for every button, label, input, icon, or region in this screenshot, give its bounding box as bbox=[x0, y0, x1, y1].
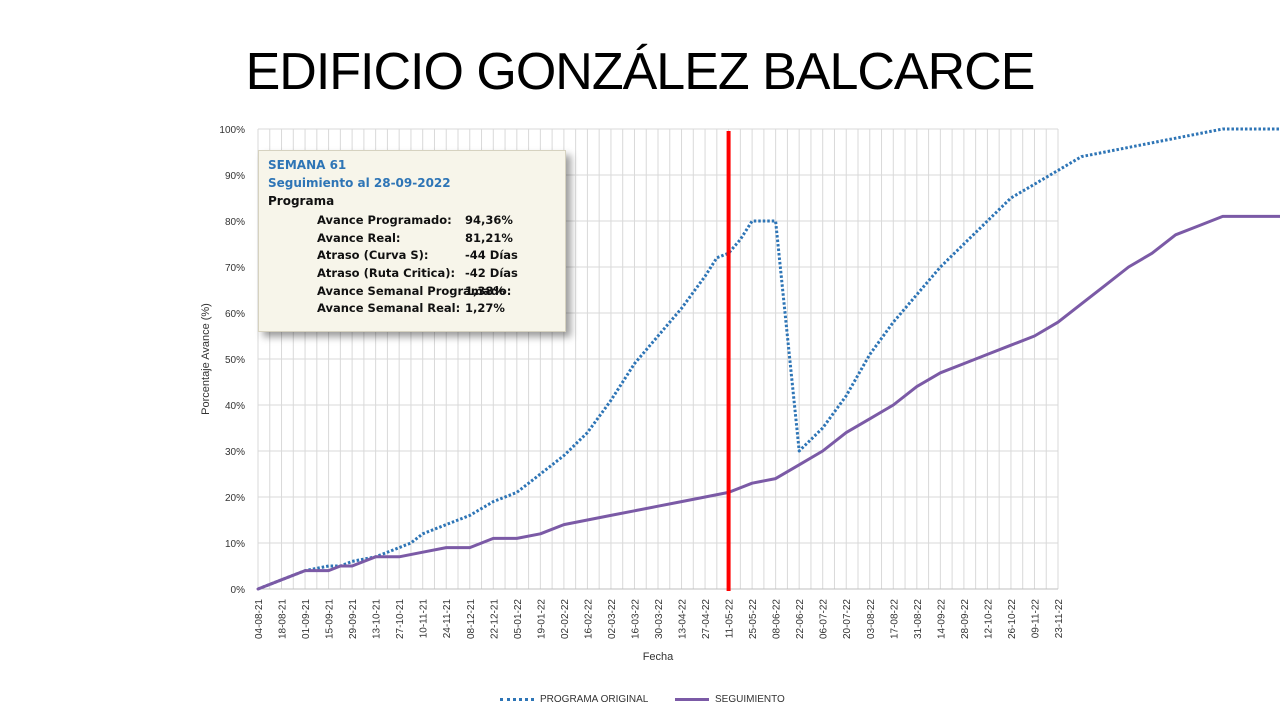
x-tick-label: 27-10-21 bbox=[395, 599, 406, 639]
legend-swatch-solid bbox=[675, 698, 709, 701]
x-tick-label: 27-04-22 bbox=[701, 599, 712, 639]
x-tick-label: 05-01-22 bbox=[513, 599, 524, 639]
x-tick-label: 25-05-22 bbox=[748, 599, 759, 639]
x-tick-label: 22-06-22 bbox=[795, 599, 806, 639]
x-tick-label: 16-03-22 bbox=[630, 599, 641, 639]
x-tick-label: 14-09-22 bbox=[936, 599, 947, 639]
legend-item-seguimiento: SEGUIMIENTO bbox=[675, 694, 785, 705]
x-tick-label: 16-02-22 bbox=[583, 599, 594, 639]
legend-item-programa: PROGRAMA ORIGINAL bbox=[500, 694, 648, 705]
x-tick-label: 02-03-22 bbox=[607, 599, 618, 639]
x-tick-label: 30-03-22 bbox=[654, 599, 665, 639]
info-value: -42 Días bbox=[465, 265, 518, 280]
x-tick-label: 31-08-22 bbox=[913, 599, 924, 639]
x-tick-label: 18-08-21 bbox=[278, 599, 289, 639]
info-label: Avance Semanal Programado: bbox=[317, 283, 512, 298]
info-label: Avance Semanal Real: bbox=[317, 301, 461, 316]
info-label: Avance Real: bbox=[317, 230, 401, 245]
x-tick-label: 13-10-21 bbox=[372, 599, 383, 639]
x-tick-label: 22-12-21 bbox=[489, 599, 500, 639]
y-tick-label: 20% bbox=[225, 493, 245, 504]
info-value: 1,27% bbox=[465, 301, 505, 316]
x-tick-label: 26-10-22 bbox=[1007, 599, 1018, 639]
info-value: 81,21% bbox=[465, 230, 513, 245]
x-tick-label: 01-09-21 bbox=[301, 599, 312, 639]
x-tick-label: 29-09-21 bbox=[348, 599, 359, 639]
chart-series bbox=[256, 127, 1280, 591]
info-row: Atraso (Curva S): -44 Días bbox=[268, 246, 556, 264]
x-tick-label: 08-06-22 bbox=[772, 599, 783, 639]
tracking-date: Seguimiento al 28-09-2022 bbox=[268, 176, 451, 190]
status-info-box: SEMANA 61 Seguimiento al 28-09-2022 Prog… bbox=[258, 150, 566, 332]
slide-title: EDIFICIO GONZÁLEZ BALCARCE bbox=[245, 43, 1036, 101]
info-row: Avance Semanal Real: 1,27% bbox=[268, 299, 556, 317]
x-tick-label: 12-10-22 bbox=[983, 599, 994, 639]
x-tick-label: 20-07-22 bbox=[842, 599, 853, 639]
info-value: 1,38% bbox=[465, 283, 505, 298]
info-value: 94,36% bbox=[465, 212, 513, 227]
y-tick-label: 10% bbox=[225, 539, 245, 550]
x-tick-label: 02-02-22 bbox=[560, 599, 571, 639]
chart-legend: PROGRAMA ORIGINAL SEGUIMIENTO bbox=[0, 694, 1280, 708]
y-tick-label: 60% bbox=[225, 309, 245, 320]
x-tick-label: 24-11-21 bbox=[442, 599, 453, 639]
y-tick-label: 100% bbox=[219, 125, 245, 136]
y-tick-label: 0% bbox=[231, 585, 246, 596]
x-tick-label: 28-09-22 bbox=[960, 599, 971, 639]
legend-label: SEGUIMIENTO bbox=[715, 694, 785, 705]
info-row: Avance Programado: 94,36% bbox=[268, 211, 556, 229]
y-axis-title: Porcentaje Avance (%) bbox=[200, 303, 212, 415]
section-heading: Programa bbox=[268, 194, 335, 208]
x-tick-label: 08-12-21 bbox=[466, 599, 477, 639]
x-tick-label: 19-01-22 bbox=[536, 599, 547, 639]
series-line-programa-original bbox=[257, 127, 1280, 591]
x-axis-title: Fecha bbox=[643, 651, 674, 663]
y-tick-label: 80% bbox=[225, 217, 245, 228]
legend-swatch-dotted bbox=[500, 698, 534, 701]
y-tick-label: 40% bbox=[225, 401, 245, 412]
y-tick-label: 30% bbox=[225, 447, 245, 458]
x-tick-label: 06-07-22 bbox=[819, 599, 830, 639]
legend-label: PROGRAMA ORIGINAL bbox=[540, 694, 649, 705]
info-row: Avance Semanal Programado: 1,38% bbox=[268, 282, 556, 300]
week-number: SEMANA 61 bbox=[268, 158, 347, 172]
info-label: Avance Programado: bbox=[317, 212, 452, 227]
x-tick-label: 13-04-22 bbox=[678, 599, 689, 639]
x-tick-label: 10-11-21 bbox=[419, 599, 430, 639]
x-tick-label: 11-05-22 bbox=[725, 599, 736, 639]
x-tick-label: 04-08-21 bbox=[254, 599, 265, 639]
info-row: Atraso (Ruta Critica): -42 Días bbox=[268, 264, 556, 282]
x-tick-label: 03-08-22 bbox=[866, 599, 877, 639]
chart-axes: 0% 10% 20% 30% 40% 50% 60% 70% 80% 90% 100% 04-08-2… bbox=[219, 125, 1065, 639]
info-row: Avance Real: 81,21% bbox=[268, 229, 556, 247]
series-line-seguimiento bbox=[256, 214, 1280, 591]
y-tick-label: 90% bbox=[225, 171, 245, 182]
y-tick-label: 70% bbox=[225, 263, 245, 274]
info-label: Atraso (Curva S): bbox=[317, 248, 429, 263]
x-tick-label: 23-11-22 bbox=[1054, 599, 1065, 639]
x-tick-label: 09-11-22 bbox=[1030, 599, 1041, 639]
y-tick-label: 50% bbox=[225, 355, 245, 366]
x-tick-label: 17-08-22 bbox=[889, 599, 900, 639]
info-label: Atraso (Ruta Critica): bbox=[317, 265, 456, 280]
info-value: -44 Días bbox=[465, 248, 518, 263]
x-tick-label: 15-09-21 bbox=[325, 599, 336, 639]
